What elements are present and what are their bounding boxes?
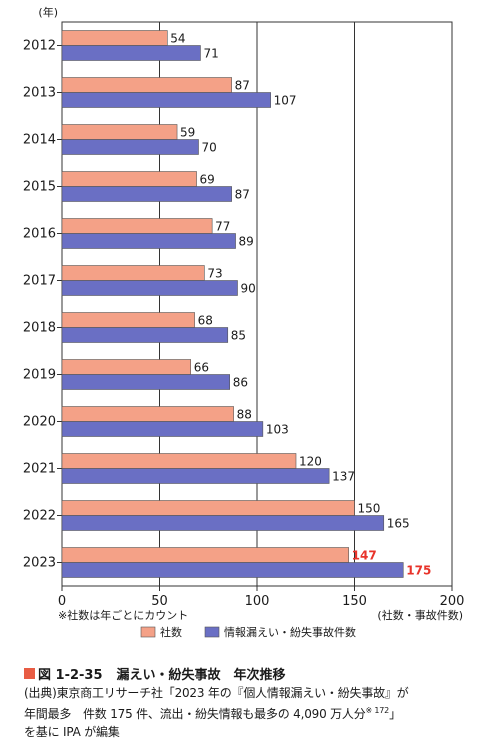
bar-incidents (61, 45, 201, 61)
legend-label-companies: 社数 (160, 625, 182, 639)
bar-incidents (61, 421, 264, 437)
bar-chart: 0 50 100 150 200 (年) 2012 54 71 2013 87 107 2014 59 70… (23, 5, 465, 639)
bar-incidents (61, 515, 385, 531)
y-tick-label: 2019 (23, 368, 56, 383)
data-label-companies: 66 (194, 361, 209, 375)
legend-label-incidents: 情報漏えい・紛失事故件数 (224, 625, 356, 639)
x-tick-label: 200 (440, 594, 465, 609)
bar-companies (61, 124, 178, 140)
y-tick-label: 2015 (23, 180, 56, 195)
data-label-companies: 68 (198, 314, 213, 328)
bar-companies (61, 500, 355, 516)
figure-title: 漏えい・紛失事故 年次推移 (116, 668, 286, 683)
bar-companies (61, 77, 232, 93)
bar-incidents (61, 562, 404, 578)
source-line-2: 年間最多 件数 175 件、流出・紛失情報も最多の 4,090 万人分※ 172… (24, 702, 495, 723)
y-tick-label: 2023 (23, 556, 56, 571)
y-tick-label: 2020 (23, 415, 56, 430)
bar-incidents (61, 92, 271, 108)
y-tick-label: 2017 (23, 274, 56, 289)
bar-incidents (61, 327, 229, 343)
data-label-incidents: 165 (387, 517, 410, 531)
bar-incidents (61, 233, 236, 249)
data-label-companies: 54 (170, 32, 185, 46)
chart-note: ※社数は年ごとにカウント (58, 608, 188, 622)
data-label-incidents: 71 (203, 47, 218, 61)
data-label-companies: 87 (235, 79, 250, 93)
legend-swatch-companies (140, 626, 156, 638)
x-tick-label: 0 (58, 594, 66, 609)
y-axis-unit-label: (年) (38, 5, 58, 19)
bar-companies (61, 359, 191, 375)
y-tick-label: 2014 (23, 133, 56, 148)
data-label-companies: 69 (200, 173, 215, 187)
x-tick-label: 50 (151, 594, 168, 609)
bar-companies (61, 30, 168, 46)
bar-companies (61, 453, 297, 469)
data-label-companies: 59 (180, 126, 195, 140)
figure-caption-title: 図 1-2-35 漏えい・紛失事故 年次推移 (24, 664, 495, 683)
y-tick-label: 2022 (23, 509, 56, 524)
data-label-incidents: 70 (202, 141, 217, 155)
bar-companies (61, 547, 349, 563)
source-line-3: を基に IPA が編集 (24, 725, 120, 739)
bar-incidents (61, 468, 330, 484)
bar-incidents (61, 139, 199, 155)
data-label-companies: 147 (352, 549, 377, 563)
bar-incidents (61, 186, 232, 202)
source-line-2-text: 年間最多 件数 175 件、流出・紛失情報も最多の 4,090 万人分 (24, 707, 366, 721)
legend-swatch-incidents (204, 626, 220, 638)
data-label-incidents: 85 (231, 329, 246, 343)
data-label-incidents: 107 (274, 94, 297, 108)
y-tick-label: 2016 (23, 227, 56, 242)
bar-companies (61, 312, 195, 328)
data-label-incidents: 175 (406, 564, 431, 578)
x-tick-label: 150 (342, 594, 367, 609)
y-tick-label: 2021 (23, 462, 56, 477)
source-footnote-ref: ※ 172 (365, 706, 390, 715)
source-line-2-close: 」 (389, 707, 401, 721)
data-label-companies: 120 (299, 455, 322, 469)
x-axis-label: (社数・事故件数) (377, 608, 463, 622)
y-tick-label: 2012 (23, 39, 56, 54)
bar-companies (61, 265, 205, 281)
bar-companies (61, 406, 234, 422)
caption-marker (24, 668, 35, 679)
data-label-incidents: 137 (332, 470, 355, 484)
data-label-incidents: 89 (239, 235, 254, 249)
bar-incidents (61, 280, 238, 296)
bar-companies (61, 171, 197, 187)
data-label-companies: 150 (358, 502, 381, 516)
y-tick-label: 2018 (23, 321, 56, 336)
data-label-incidents: 103 (266, 423, 289, 437)
data-label-companies: 88 (237, 408, 252, 422)
figure-number: 図 1-2-35 (38, 668, 103, 683)
data-label-incidents: 87 (235, 188, 250, 202)
data-label-companies: 77 (215, 220, 230, 234)
data-label-incidents: 86 (233, 376, 248, 390)
source-line-1: (出典)東京商工リサーチ社「2023 年の『個人情報漏えい・紛失事故』が (24, 686, 409, 700)
bar-companies (61, 218, 213, 234)
data-label-incidents: 90 (241, 282, 256, 296)
x-tick-label: 100 (245, 594, 270, 609)
figure-source: (出典)東京商工リサーチ社「2023 年の『個人情報漏えい・紛失事故』が 年間最… (24, 684, 495, 741)
data-label-companies: 73 (207, 267, 222, 281)
bar-incidents (61, 374, 230, 390)
y-tick-label: 2013 (23, 86, 56, 101)
